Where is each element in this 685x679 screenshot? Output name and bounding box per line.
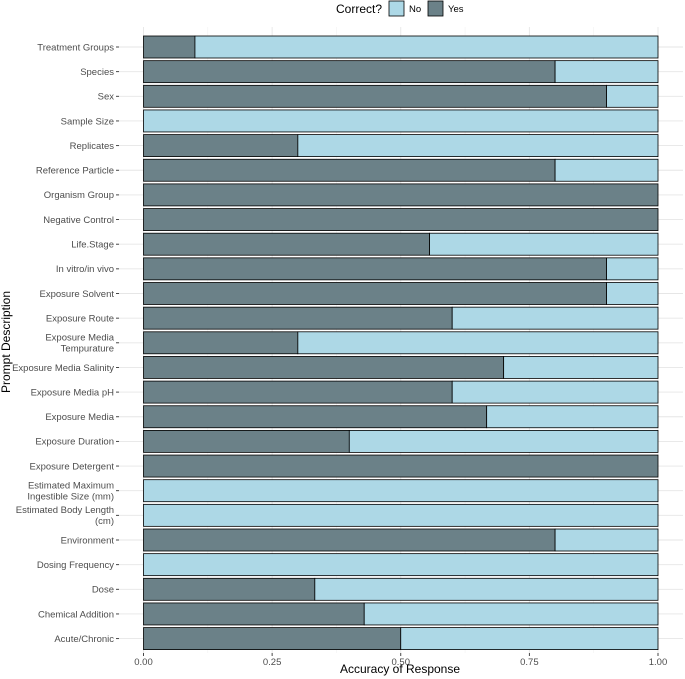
bar-yes: [143, 134, 299, 158]
y-tick-label: Life.Stage: [71, 240, 114, 251]
bar-no: [143, 479, 659, 503]
y-tick-label: Exposure Duration: [35, 437, 114, 448]
y-tick-label: Negative Control: [43, 215, 114, 226]
bar-no: [554, 158, 659, 182]
bar-yes: [143, 232, 430, 256]
y-axis-title: Prompt Description: [0, 291, 13, 393]
bar-yes: [143, 577, 316, 601]
bar-yes: [143, 528, 556, 552]
bar-yes: [143, 183, 659, 207]
bar-no: [194, 35, 659, 59]
bar-yes: [143, 380, 453, 404]
bar-no: [363, 602, 659, 626]
bar-yes: [143, 429, 350, 453]
bar-yes: [143, 602, 365, 626]
bar-yes: [143, 627, 402, 650]
bar-yes: [143, 331, 299, 355]
y-tick-label: Estimated Body Length (cm): [16, 505, 114, 527]
bar-no: [348, 429, 659, 453]
bar-yes: [143, 208, 659, 231]
legend-label-no: No: [409, 4, 421, 15]
y-axis-ticks: Treatment Groups Species Sex Sample Size Rep…: [12, 42, 119, 645]
bar-no: [486, 405, 659, 429]
x-tick-label: 1.00: [649, 657, 668, 668]
x-tick-label: 0.25: [263, 657, 282, 668]
y-tick-label: Exposure Media: [45, 412, 114, 423]
y-tick-label: Species: [80, 67, 114, 78]
bar-yes: [143, 306, 453, 330]
bar-no: [606, 84, 659, 108]
y-tick-label: Exposure Media pH: [31, 387, 115, 398]
legend-key-yes: [427, 0, 444, 17]
y-tick-label: Exposure Detergent: [30, 461, 115, 472]
bar-yes: [143, 60, 556, 84]
bars: [143, 35, 659, 650]
bar-no: [451, 306, 659, 330]
y-tick-label: Reference Particle: [36, 166, 114, 177]
y-tick-label: Environment: [61, 535, 115, 546]
y-tick-label: Dosing Frequency: [37, 560, 114, 571]
bar-no: [606, 282, 659, 305]
y-tick-label: Chemical Addition: [38, 609, 114, 620]
bar-yes: [143, 35, 196, 59]
legend-label-yes: Yes: [448, 4, 464, 15]
y-tick-label: Treatment Groups: [37, 42, 114, 53]
x-tick-label: 0.00: [134, 657, 153, 668]
legend-key-no: [388, 0, 405, 17]
bar-no: [143, 553, 659, 577]
y-tick-label: Sex: [98, 92, 115, 103]
y-tick-label: Exposure Route: [46, 313, 114, 324]
y-tick-label: Organism Group: [44, 190, 114, 201]
bar-yes: [143, 282, 607, 305]
y-tick-label: Estimated Maximum Ingestible Size (mm): [27, 481, 114, 503]
bar-no: [400, 627, 659, 650]
y-tick-label: Exposure Media Tempurature: [45, 333, 114, 355]
y-tick-label: Exposure Media Salinity: [12, 363, 114, 374]
bar-yes: [143, 84, 607, 108]
bar-yes: [143, 257, 607, 281]
bar-no: [143, 503, 659, 527]
y-tick-label: Dose: [92, 585, 114, 596]
x-tick-label: 0.75: [520, 657, 539, 668]
bar-no: [554, 528, 659, 552]
bar-yes: [143, 158, 556, 182]
x-axis-ticks: 0.00 0.25 0.50 0.75 1.00: [134, 653, 667, 668]
bar-yes: [143, 405, 488, 429]
bar-no: [297, 331, 659, 355]
y-tick-label: Exposure Solvent: [40, 289, 115, 300]
x-tick-label: 0.50: [392, 657, 411, 668]
bar-no: [297, 134, 659, 158]
bar-no: [314, 577, 659, 601]
bar-no: [429, 232, 659, 256]
x-axis-title: Accuracy of Response: [340, 662, 460, 676]
y-tick-label: Sample Size: [61, 116, 114, 127]
y-tick-label: Replicates: [70, 141, 115, 152]
legend-title: Correct?: [336, 2, 382, 16]
bar-no: [451, 380, 659, 404]
legend: Correct? No Yes: [336, 0, 464, 17]
y-tick-label: Acute/Chronic: [54, 634, 114, 645]
y-tick-label: In vitro/in vivo: [56, 264, 114, 275]
bar-yes: [143, 356, 505, 379]
bar-no: [554, 60, 659, 84]
bar-yes: [143, 454, 659, 478]
bar-no: [606, 257, 659, 281]
bar-no: [143, 109, 659, 133]
bar-no: [503, 356, 659, 379]
